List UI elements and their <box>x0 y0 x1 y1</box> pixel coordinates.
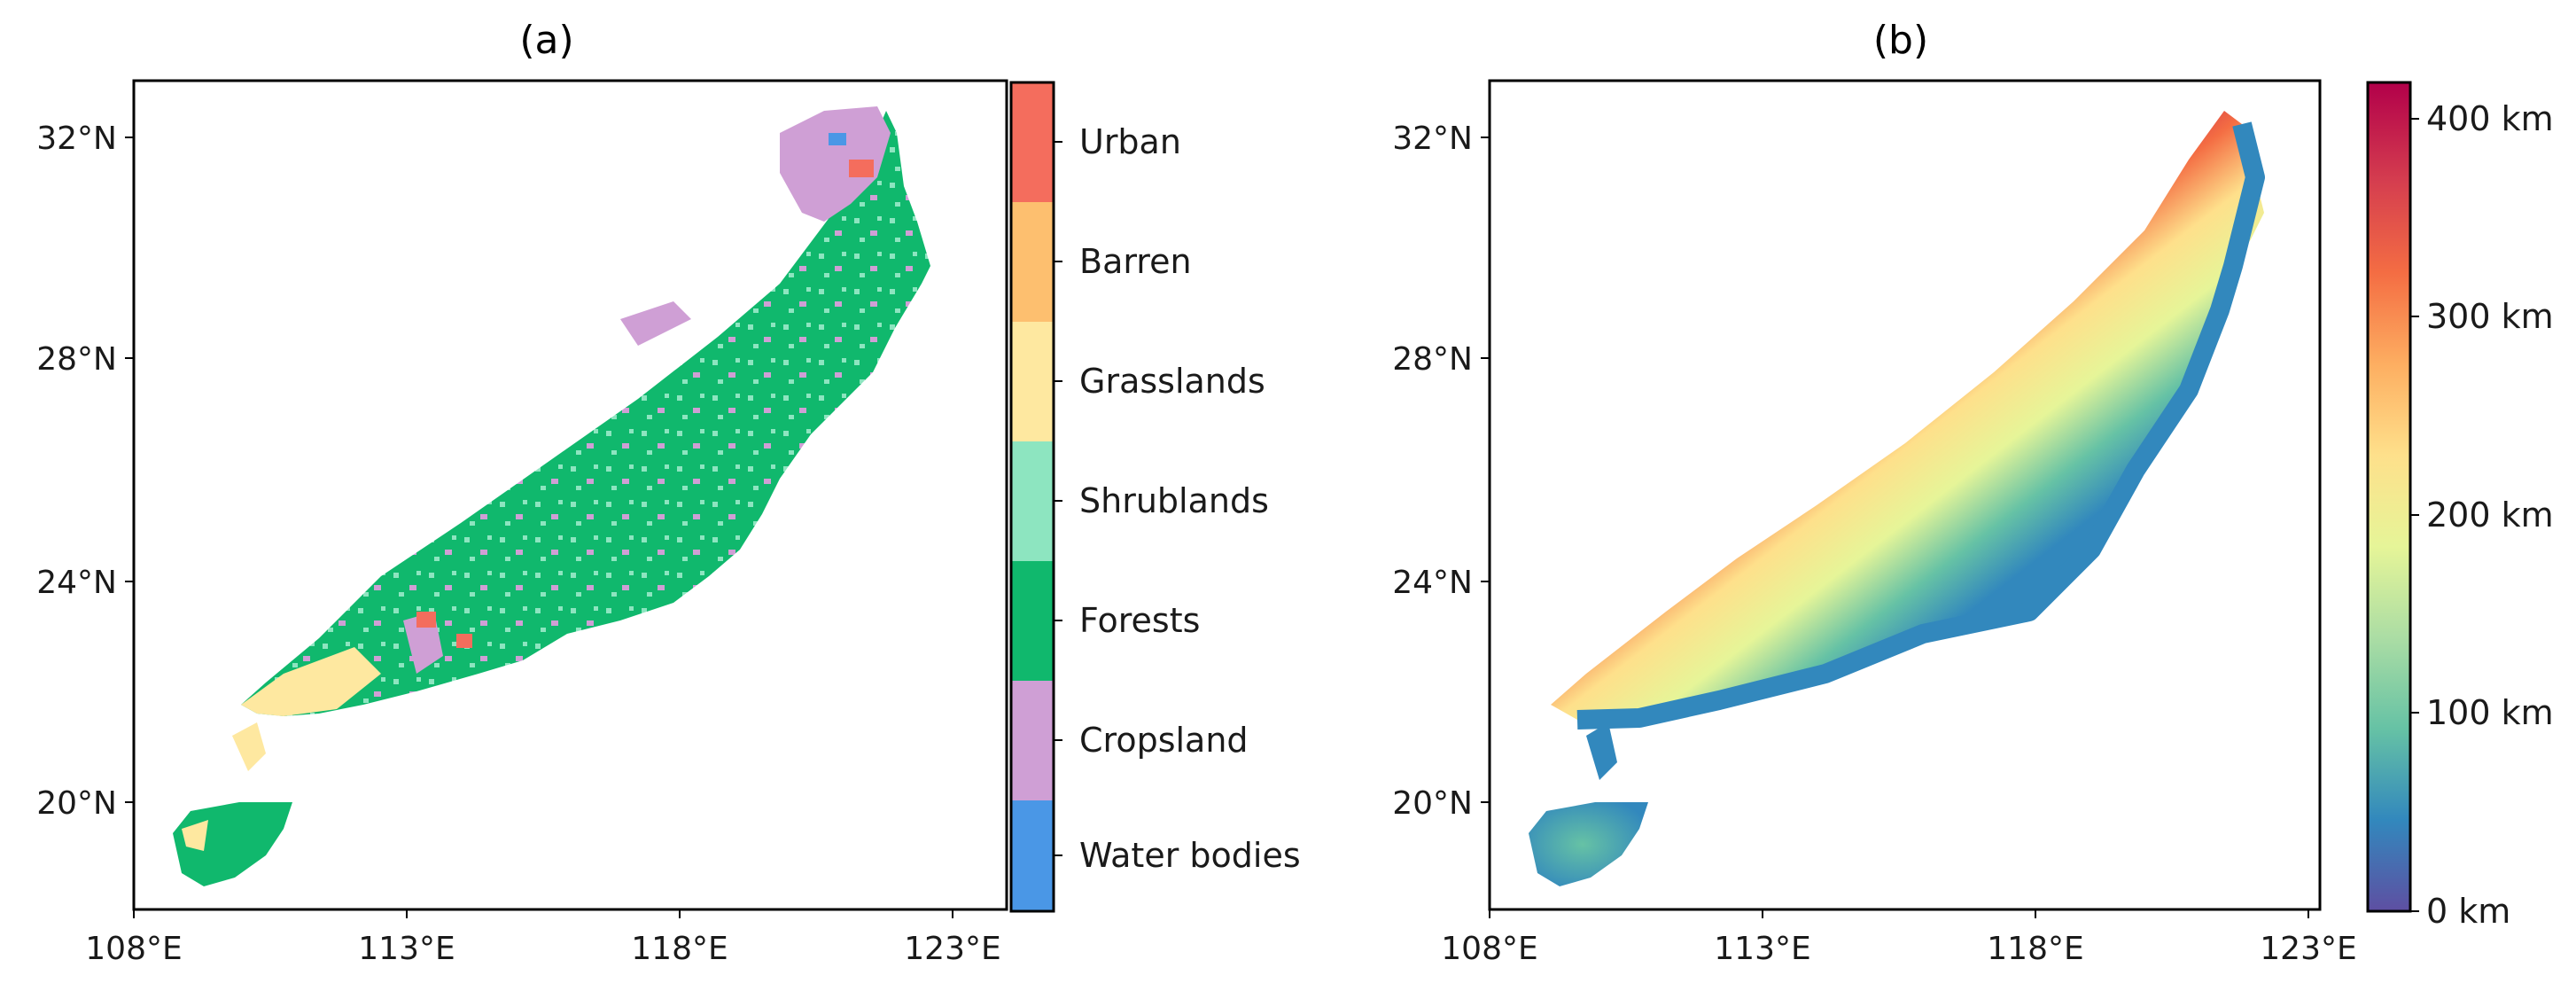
panel-b-y-axis: 32°N 28°N 24°N 20°N <box>1392 121 1490 822</box>
colorbar-tick-label: 100 km <box>2426 693 2554 732</box>
grassland-patch <box>182 820 208 851</box>
island-region <box>1529 802 1648 886</box>
x-tick-label: 113°E <box>358 931 455 967</box>
y-tick-label: 24°N <box>36 565 117 601</box>
urban-patch <box>416 612 436 628</box>
legend-swatch-water-bodies <box>1011 800 1054 911</box>
legend-swatch-grasslands <box>1011 322 1054 441</box>
peninsula-region <box>1586 722 1617 780</box>
legend-swatch-cropsland <box>1011 681 1054 800</box>
panel-b-colorbar: 400 km 300 km 200 km 100 km 0 km <box>2366 81 2554 931</box>
panel-b: (b) 108°E 113°E 118°E 123°E 32°N 28°N 24… <box>1392 18 2553 967</box>
cropland-patch <box>620 301 691 346</box>
x-tick-label: 118°E <box>1987 931 2083 967</box>
colorbar-tick-label: 200 km <box>2426 496 2554 535</box>
y-tick-label: 32°N <box>36 121 117 157</box>
colorbar-gradient <box>2368 82 2410 911</box>
legend-label: Cropsland <box>1079 721 1249 760</box>
y-tick-label: 20°N <box>1392 785 1473 822</box>
panel-a-x-axis: 108°E 113°E 118°E 123°E <box>85 909 1001 967</box>
legend-label: Barren <box>1079 242 1192 281</box>
urban-patch <box>849 160 874 177</box>
colorbar-tick-label: 300 km <box>2426 297 2554 336</box>
grassland-patch <box>232 722 266 771</box>
legend-label: Shrublands <box>1079 481 1269 520</box>
colorbar-tick-label: 400 km <box>2426 99 2554 138</box>
legend-frame <box>1009 81 1055 913</box>
legend-swatch-shrublands <box>1011 441 1054 561</box>
x-tick-label: 123°E <box>904 931 1000 967</box>
legend-label: Grasslands <box>1079 362 1265 401</box>
legend-label: Urban <box>1079 122 1181 161</box>
colorbar-frame <box>2366 81 2412 913</box>
panel-a-frame <box>132 79 1008 911</box>
land-cover-region <box>241 111 930 716</box>
panel-a-map <box>173 106 930 886</box>
y-tick-label: 28°N <box>1392 341 1473 378</box>
panel-b-map <box>1529 111 2265 886</box>
legend-label: Forests <box>1079 601 1200 640</box>
y-tick-label: 24°N <box>1392 565 1473 601</box>
x-tick-label: 108°E <box>85 931 182 967</box>
urban-patch <box>456 634 472 648</box>
x-tick-label: 118°E <box>631 931 728 967</box>
legend-label: Water bodies <box>1079 836 1301 875</box>
colorbar-tick-label: 0 km <box>2426 892 2510 931</box>
cropland-patch <box>780 106 891 222</box>
legend-swatch-barren <box>1011 202 1054 322</box>
panel-a-y-axis: 32°N 28°N 24°N 20°N <box>36 121 134 822</box>
panel-b-x-axis: 108°E 113°E 118°E 123°E <box>1441 909 2357 967</box>
legend-swatch-forests <box>1011 561 1054 681</box>
distance-edge <box>1576 121 2265 730</box>
panel-b-title: (b) <box>1873 18 1928 63</box>
y-tick-label: 32°N <box>1392 121 1473 157</box>
panel-b-frame <box>1488 79 2322 911</box>
y-tick-label: 20°N <box>36 785 117 822</box>
legend-swatch-urban <box>1011 82 1054 202</box>
x-tick-label: 123°E <box>2260 931 2356 967</box>
grassland-patch <box>241 647 381 716</box>
x-tick-label: 113°E <box>1714 931 1810 967</box>
distance-region <box>1551 111 2264 722</box>
x-tick-label: 108°E <box>1441 931 1537 967</box>
panel-a-legend: Urban Barren Grasslands Shrublands Fores… <box>1009 81 1301 913</box>
water-patch <box>829 133 846 145</box>
panel-a-title: (a) <box>519 18 573 63</box>
y-tick-label: 28°N <box>36 341 117 378</box>
panel-a: (a) 108°E 1 <box>36 18 1300 967</box>
